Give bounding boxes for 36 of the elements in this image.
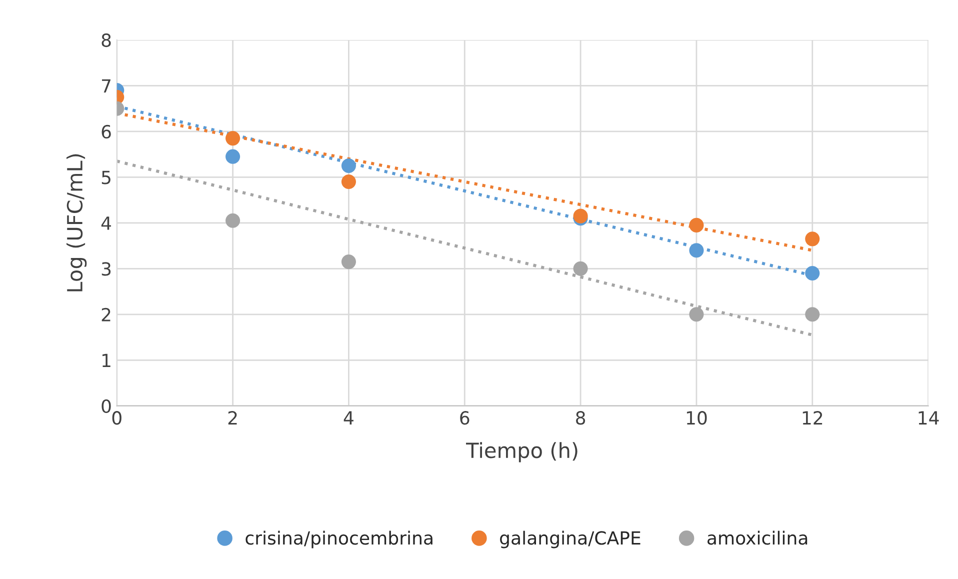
x-tick-label: 12	[802, 411, 822, 424]
legend-label: galangina/CAPE	[500, 530, 640, 548]
y-tick-label: 2	[102, 308, 110, 322]
point	[689, 218, 704, 232]
x-tick-label: 8	[576, 411, 586, 425]
point	[573, 261, 588, 276]
line-series	[115, 160, 814, 337]
x-tick-label: 2	[228, 411, 237, 424]
y-tick-label: 0	[102, 399, 111, 413]
x-tick-label: 0	[112, 411, 122, 425]
y-tick-label: 5	[102, 170, 110, 184]
legend-label: amoxicilina	[708, 530, 808, 545]
y-tick-label: 1	[102, 354, 110, 367]
x-axis-title: Tiempo (h)	[466, 442, 578, 462]
x-tick-label: 4	[344, 411, 354, 424]
point	[341, 174, 356, 190]
x-tick-label: 6	[460, 411, 470, 425]
point	[689, 243, 704, 258]
point	[689, 307, 704, 322]
point	[341, 158, 356, 174]
point	[805, 307, 820, 322]
point	[805, 266, 820, 281]
point	[226, 149, 240, 164]
x-tick-label: 14	[918, 411, 939, 424]
point	[341, 254, 356, 270]
y-tick-label: 3	[102, 262, 111, 276]
y-tick-label: 4	[101, 216, 111, 230]
point	[805, 232, 820, 246]
legend-label: crisina/pinocembrina	[246, 530, 432, 548]
y-tick-label: 7	[102, 79, 110, 93]
point	[226, 213, 240, 228]
y-axis-title: Log (UFC/mL)	[66, 154, 87, 292]
y-tick-label: 8	[102, 33, 111, 48]
x-tick-label: 10	[686, 411, 707, 425]
point	[226, 131, 240, 146]
y-tick-label: 6	[102, 124, 111, 139]
